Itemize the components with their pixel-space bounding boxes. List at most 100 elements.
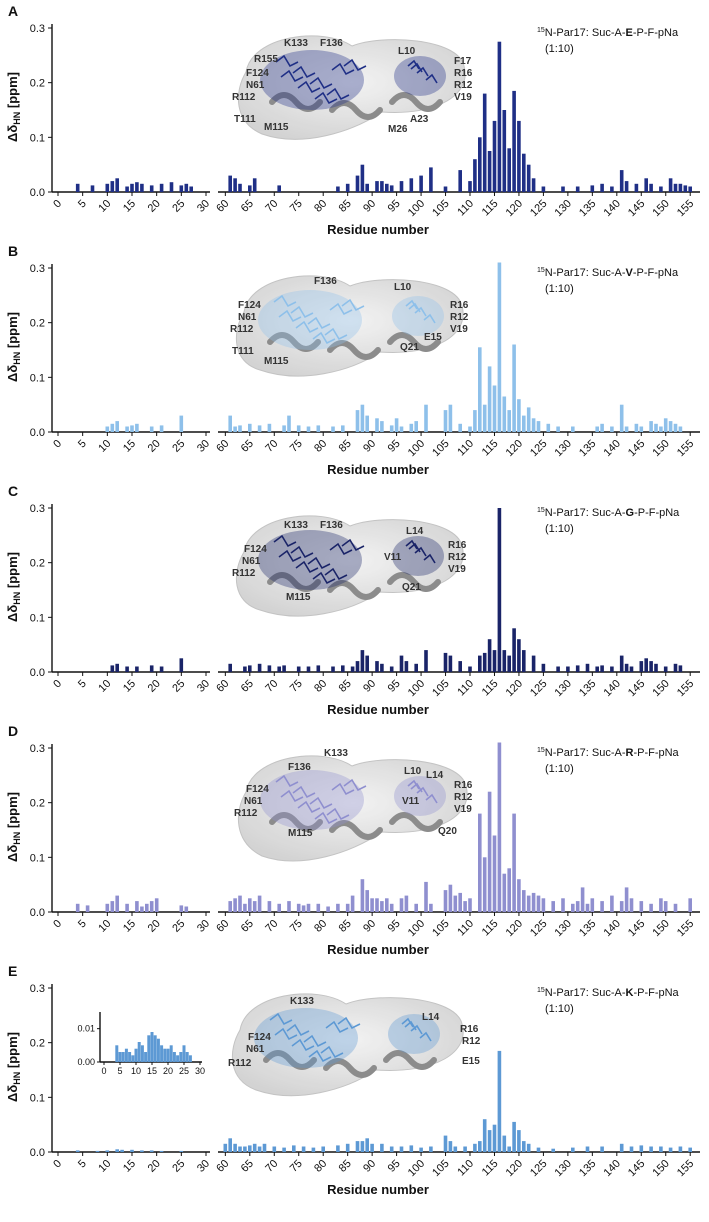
bar-residue-12: [115, 421, 119, 432]
y-tick-label: 0.3: [30, 503, 45, 515]
panel-C: C K133 F136 L14 F124 R16 N61 V11 R12 R112 V19 Q21 M1…: [5, 483, 700, 717]
bar-residue-69: [267, 423, 272, 432]
legend-ratio: (1:10): [545, 763, 574, 775]
side-chain-sticks: [312, 571, 336, 585]
x-tick-label: 135: [577, 438, 598, 459]
x-tick-label: 140: [601, 1158, 622, 1179]
y-tick-label: 0.1: [30, 1092, 45, 1104]
bar-residue-141: [619, 170, 624, 192]
bar-residue-139: [610, 426, 614, 432]
bar-residue-116: [497, 262, 502, 432]
binding-site-patch: [392, 536, 444, 576]
x-tick-label: 75: [288, 198, 305, 215]
bar-residue-132: [575, 665, 580, 672]
inset-x-tick-label: 0: [101, 1066, 106, 1076]
x-tick-label: 145: [626, 918, 647, 939]
bar-residue-75: [296, 666, 301, 672]
bar-residue-21: [159, 183, 164, 192]
bar-series: [75, 41, 692, 193]
bar-residue-25: [179, 415, 184, 432]
x-tick-label: 95: [386, 918, 403, 935]
bar-residue-89: [365, 415, 369, 432]
x-tick-label: 85: [337, 918, 354, 935]
bar-residue-123: [531, 418, 536, 432]
x-tick-label: 125: [528, 678, 549, 699]
residue-label: Q21: [402, 582, 421, 593]
x-tick-label: 105: [430, 438, 451, 459]
legend-ratio: (1:10): [545, 523, 574, 535]
x-tick-label: 145: [626, 1158, 647, 1179]
side-chain-sticks: [419, 1031, 432, 1042]
bar-residue-105: [443, 1135, 448, 1152]
residue-label: R12: [454, 792, 473, 803]
bar-residue-137: [600, 665, 604, 672]
bar-residue-127: [551, 1148, 555, 1152]
bar-residue-141: [619, 1143, 624, 1152]
residue-label: L14: [406, 526, 424, 537]
x-tick-label: 15: [121, 438, 138, 455]
bar-residue-141: [619, 655, 624, 672]
bar-residue-118: [507, 868, 511, 912]
inset-bar-residue-17: [156, 1038, 160, 1062]
bar-residue-96: [399, 1146, 404, 1152]
bar-residue-88: [360, 404, 365, 432]
bar-residue-87: [355, 661, 360, 672]
side-chain-sticks: [416, 786, 429, 797]
residue-label: V19: [448, 564, 466, 575]
helix-ribbon: [267, 332, 321, 352]
bar-residue-69: [267, 901, 272, 912]
residue-label: F124: [246, 784, 269, 795]
residue-label: R112: [232, 568, 256, 579]
bar-residue-85: [345, 903, 350, 912]
bar-residue-93: [385, 898, 389, 912]
panel-D: D F136 K133 L10 L14 F124 R16 N61 V11 R12 R112 V19 M1…: [5, 723, 700, 957]
bar-residue-87: [355, 175, 360, 192]
side-chain-sticks: [414, 546, 427, 557]
panel-A: A K133 F136 L10 R155 F17 F124 R16 N61 R12 R112 V19 T…: [5, 3, 700, 237]
inset-bar-residue-22: [172, 1052, 176, 1062]
x-tick-label: 65: [239, 918, 256, 935]
bar-residue-94: [389, 1146, 394, 1152]
x-tick-label: 135: [577, 678, 598, 699]
bar-residue-68: [262, 1143, 267, 1152]
bar-residue-61: [228, 901, 232, 912]
bar-residue-87: [355, 410, 360, 432]
x-tick-label: 135: [577, 918, 598, 939]
y-tick-label: 0.2: [30, 78, 45, 90]
panel-letter: B: [8, 243, 18, 259]
y-axis-title: ΔδHN [ppm]: [5, 552, 22, 622]
inset-bar-residue-26: [185, 1052, 189, 1062]
side-chain-sticks: [343, 58, 367, 72]
bar-residue-66: [252, 901, 257, 912]
helix-ribbon: [389, 812, 443, 832]
bar-residue-88: [360, 650, 365, 672]
panel-letter: D: [8, 723, 18, 739]
x-tick-label: 140: [601, 198, 622, 219]
x-tick-label: 20: [146, 198, 163, 215]
bar-residue-144: [634, 183, 639, 192]
x-tick-label: 75: [288, 678, 305, 695]
bar-residue-77: [306, 903, 311, 912]
bar-residue-17: [140, 906, 144, 912]
side-chain-sticks: [410, 1024, 423, 1035]
bar-residue-61: [228, 175, 232, 192]
bar-residue-134: [585, 1146, 590, 1152]
legend-residue: R: [626, 747, 634, 759]
inset-bar-residue-20: [166, 1048, 170, 1062]
bar-residue-121: [522, 153, 526, 192]
bar-residue-123: [531, 892, 536, 912]
bar-residue-112: [478, 347, 482, 432]
y-tick-label: 0.2: [30, 318, 45, 330]
bar-residue-96: [399, 426, 404, 432]
inset-bar-residue-4: [115, 1045, 119, 1062]
bar-residue-115: [492, 835, 497, 912]
residue-label: R12: [454, 80, 473, 91]
bar-residue-88: [360, 1141, 365, 1152]
bar-residue-113: [482, 1119, 487, 1152]
residue-label: N61: [244, 796, 263, 807]
side-chain-sticks: [408, 542, 421, 553]
x-tick-label: 105: [430, 1158, 451, 1179]
residue-label: R16: [454, 780, 473, 791]
bar-residue-14: [125, 903, 129, 912]
x-tick-label: 70: [263, 678, 280, 695]
